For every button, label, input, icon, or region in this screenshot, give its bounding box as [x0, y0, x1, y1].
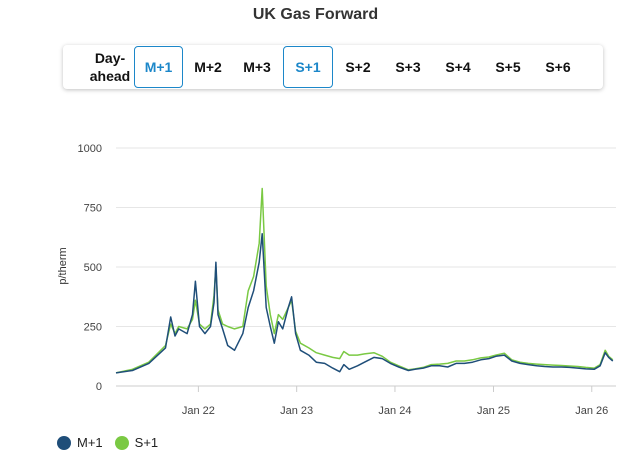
legend-marker-m1 [57, 435, 71, 450]
y-axis-label: p/therm [57, 247, 69, 284]
legend-marker-s1 [114, 435, 129, 450]
tab-s4[interactable]: S+4 [435, 46, 481, 88]
tab-s2[interactable]: S+2 [335, 46, 381, 88]
tab-label-line2: ahead [89, 68, 131, 84]
tab-s5[interactable]: S+5 [485, 46, 531, 88]
tab-m2[interactable]: M+2 [185, 46, 231, 88]
tab-label: M+1 [144, 59, 173, 75]
y-tick-label: 500 [84, 262, 102, 274]
tab-s3[interactable]: S+3 [385, 46, 431, 88]
tab-label: M+2 [194, 59, 222, 75]
tab-label: S+6 [545, 59, 571, 75]
tab-day-ahead[interactable]: Day- ahead [85, 46, 135, 88]
x-tick-label: Jan 26 [575, 405, 608, 417]
legend-item-s1[interactable]: S+1 [114, 435, 159, 450]
gridlines [116, 147, 616, 387]
series-line-s1 [115, 187, 614, 374]
series-lines [115, 187, 614, 374]
x-tick-label: Jan 23 [280, 405, 313, 417]
tab-label: S+1 [295, 59, 321, 75]
chart-legend: M+1 S+1 [57, 435, 170, 450]
x-tick-label: Jan 22 [182, 405, 215, 417]
forward-tabs: Day- ahead M+1 M+2 M+3 S+1 S+2 S+3 S+4 S… [63, 45, 603, 89]
legend-label-s1: S+1 [134, 435, 159, 450]
tab-m1[interactable]: M+1 [134, 46, 183, 88]
tab-label: M+3 [243, 59, 271, 75]
axes: 0 250 500 750 1000 Jan 22 Jan 23 Jan 24 Jan 25 Ja… [78, 143, 609, 417]
y-tick-label: 750 [84, 203, 102, 215]
x-tick-label: Jan 25 [477, 405, 510, 417]
page-title: UK Gas Forward [252, 6, 379, 23]
tab-label: S+3 [395, 59, 421, 75]
tab-label: S+4 [445, 59, 471, 75]
tab-s1[interactable]: S+1 [283, 46, 333, 88]
legend-item-m1[interactable]: M+1 [57, 435, 103, 450]
legend-label-m1: M+1 [77, 435, 103, 450]
y-tick-label: 250 [84, 322, 102, 334]
y-tick-label: 0 [96, 381, 102, 393]
series-line-m1 [115, 232, 614, 374]
tab-label: S+2 [345, 59, 371, 75]
tab-s6[interactable]: S+6 [535, 46, 581, 88]
x-tick-label: Jan 24 [378, 405, 411, 417]
tab-label: S+5 [495, 59, 521, 75]
tab-label-line1: Day- [94, 50, 126, 66]
tab-m3[interactable]: M+3 [234, 46, 280, 88]
y-tick-label: 1000 [78, 143, 102, 155]
